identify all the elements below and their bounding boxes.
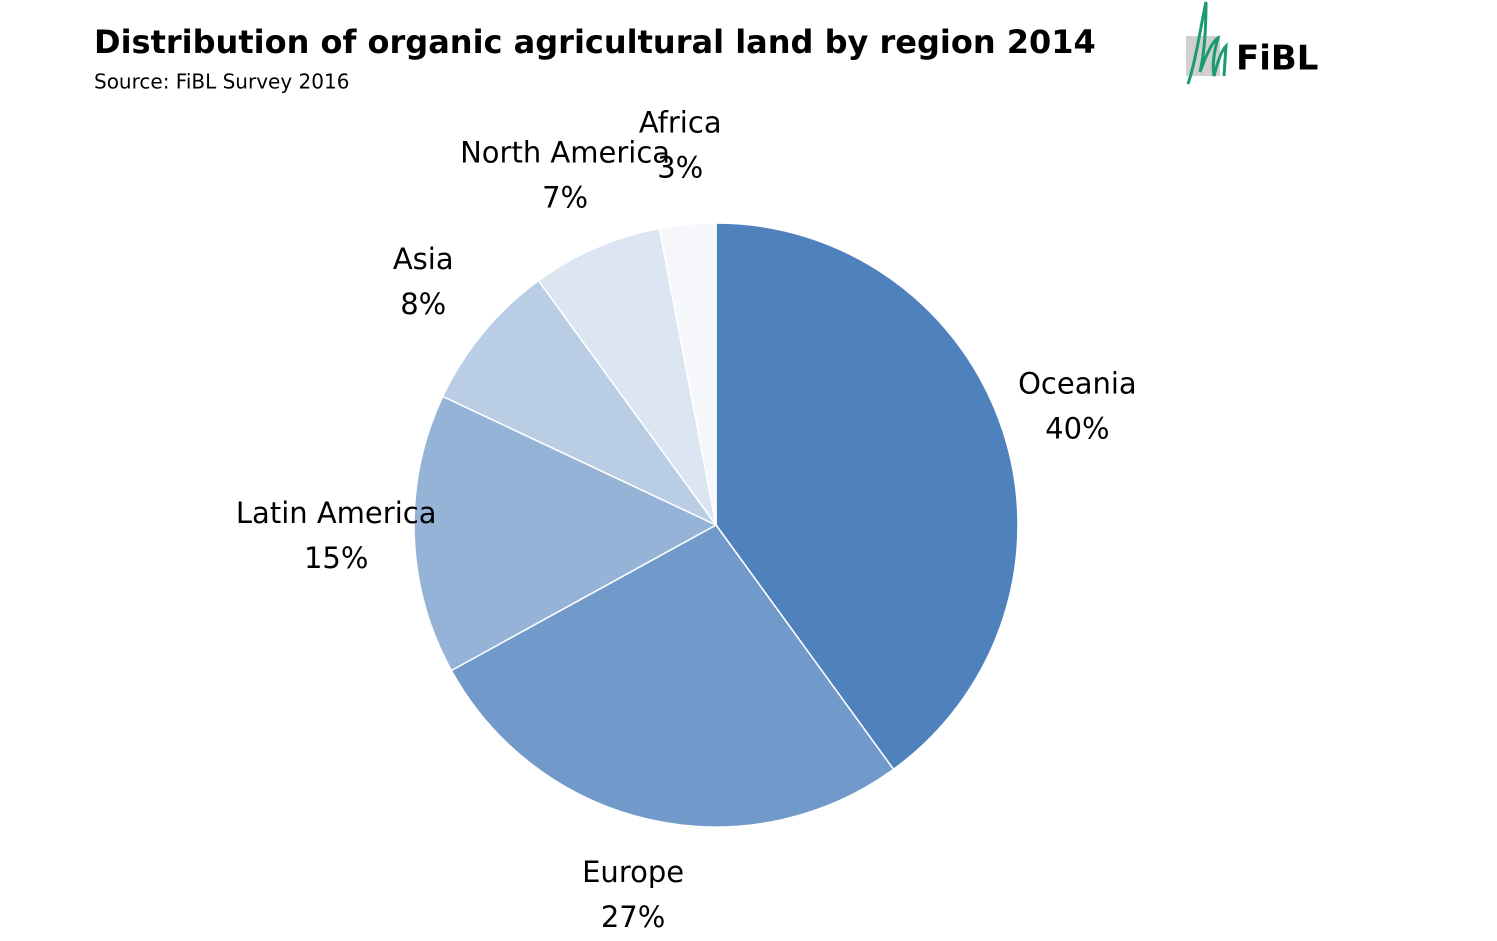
value-label: 40% [1045, 412, 1109, 446]
pie-slice [715, 222, 1019, 771]
chart-title: Distribution of organic agricultural lan… [94, 23, 1096, 61]
value-label: 7% [542, 180, 588, 214]
pie-slice [441, 279, 717, 526]
pie-slice [450, 524, 895, 828]
value-label: 3% [657, 151, 703, 185]
slice-label: Latin America [236, 496, 437, 530]
pie-slice [658, 222, 717, 526]
value-label: 15% [304, 541, 368, 575]
pie-slice [537, 227, 717, 526]
logo: FiBL [1186, 1, 1318, 85]
chart-subtitle: Source: FiBL Survey 2016 [94, 70, 349, 94]
pie-slice [413, 395, 718, 672]
logo-text: FiBL [1236, 39, 1318, 79]
slice-label: Europe [582, 855, 684, 889]
value-label: 8% [400, 287, 446, 321]
slice-label: Africa [639, 106, 722, 140]
slice-label: North America [460, 135, 670, 169]
slice-label: Oceania [1018, 367, 1137, 401]
value-label: 27% [601, 900, 665, 934]
slice-label: Asia [393, 242, 454, 276]
logo-grass [1186, 1, 1228, 85]
